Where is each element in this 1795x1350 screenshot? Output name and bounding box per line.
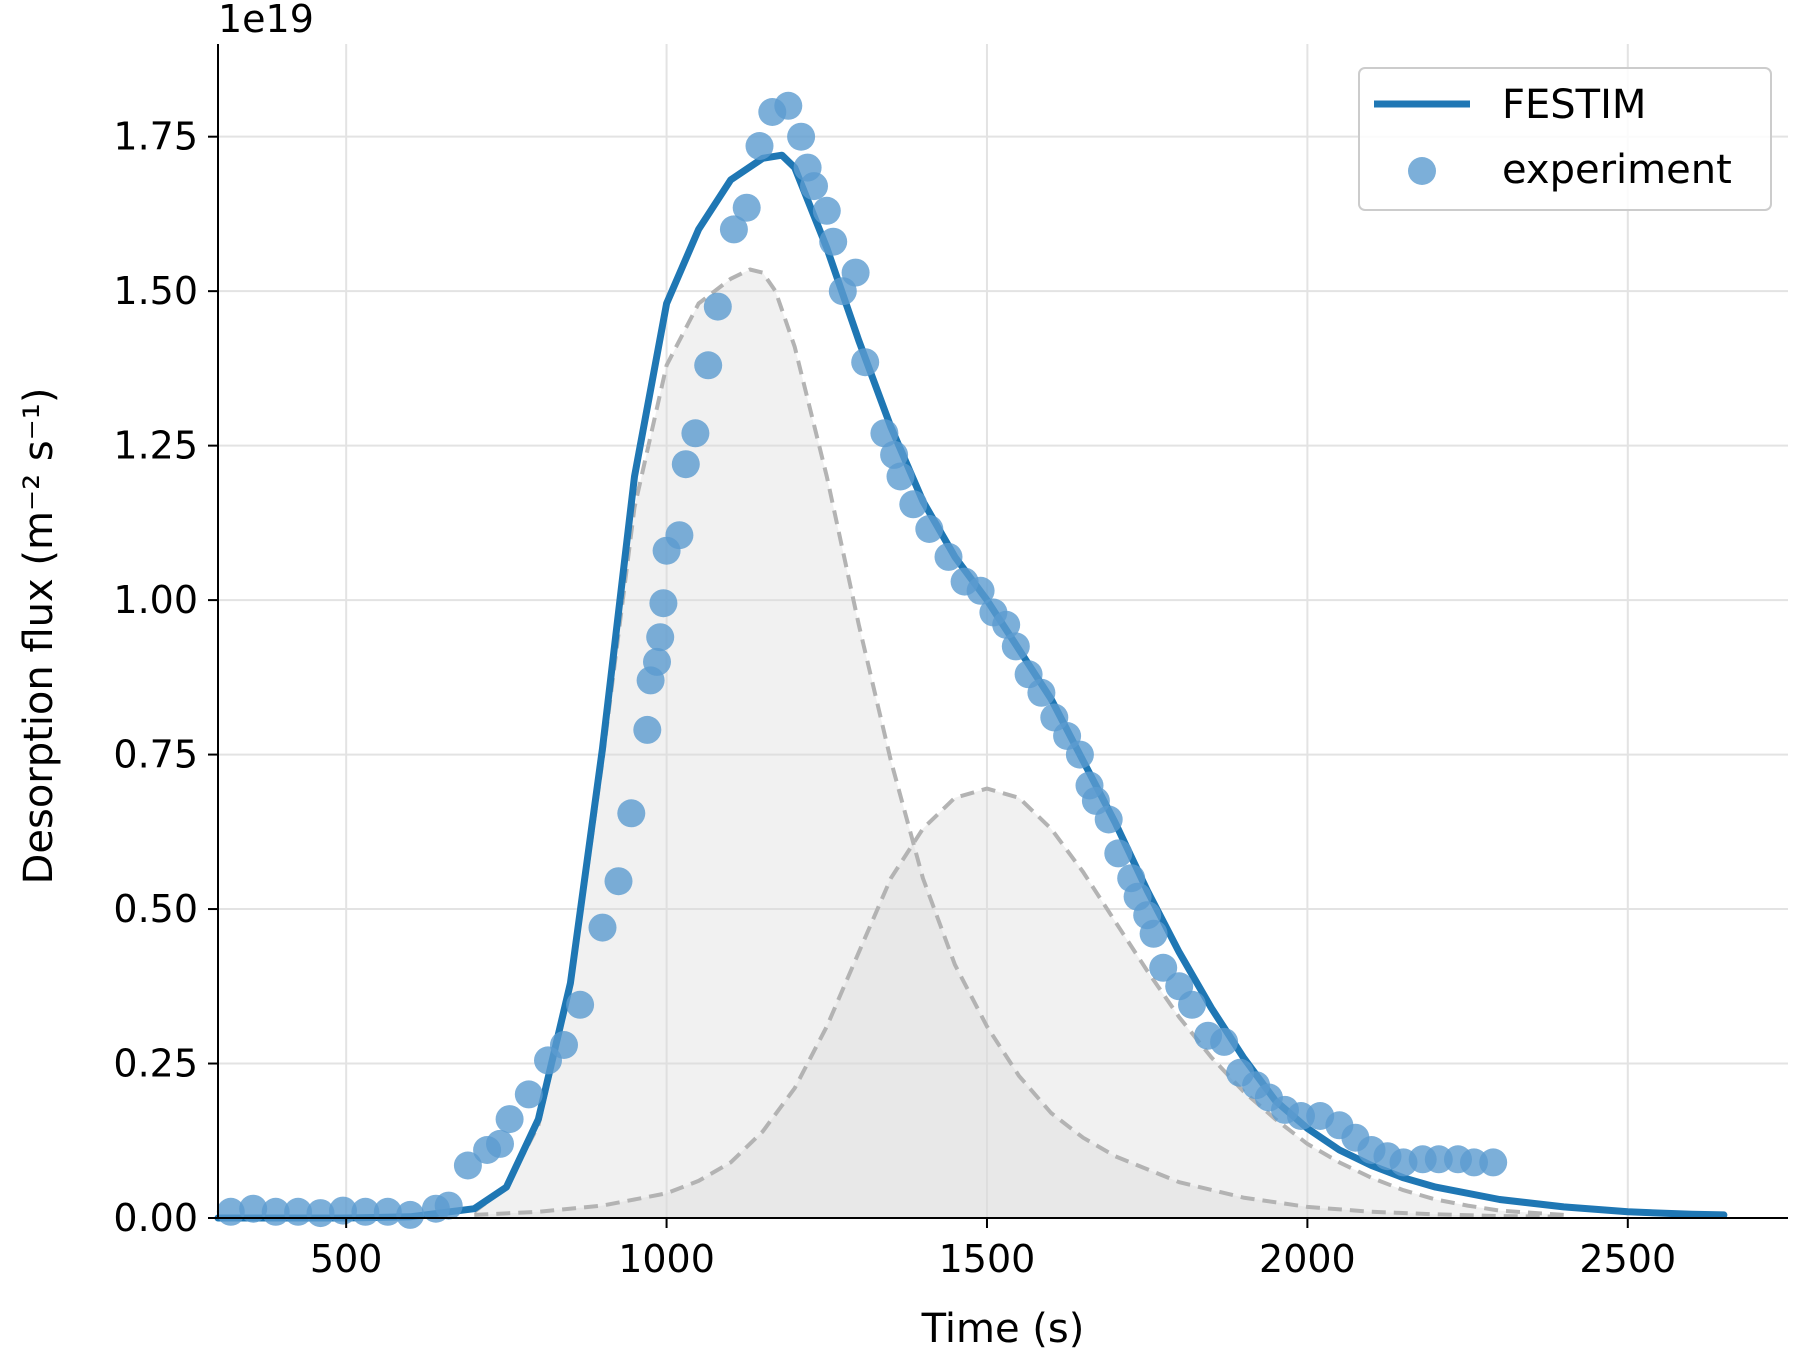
experiment-point (643, 647, 671, 676)
component-peak-fill (474, 788, 1564, 1218)
experiment-point (434, 1191, 463, 1220)
y-axis-offset-label: 1e19 (218, 0, 314, 41)
experiment-point (495, 1105, 524, 1134)
experiment-point (1479, 1148, 1508, 1177)
experiment-point (617, 799, 646, 828)
experiment-point (886, 462, 915, 491)
component-peak-line (474, 786, 1564, 1217)
x-tick-label: 1500 (939, 1237, 1036, 1281)
experiment-point (841, 258, 870, 287)
experiment-point (966, 576, 995, 605)
experiment-point (719, 215, 748, 244)
legend-experiment-marker (1408, 157, 1436, 185)
y-tick-label: 0.75 (113, 733, 198, 777)
experiment-point (992, 610, 1021, 639)
experiment-point (306, 1199, 335, 1228)
y-tick-label: 1.50 (113, 269, 198, 313)
experiment-series (216, 91, 1508, 1229)
y-tick-label: 1.25 (113, 424, 198, 468)
experiment-point (1149, 953, 1178, 982)
experiment-point (514, 1080, 543, 1109)
x-tick-label: 2000 (1259, 1237, 1356, 1281)
experiment-point (1094, 805, 1123, 834)
experiment-point (812, 196, 841, 225)
y-tick-label: 0.25 (113, 1042, 198, 1086)
experiment-point (694, 351, 723, 380)
experiment-point (588, 913, 617, 942)
x-tick-label: 500 (310, 1237, 383, 1281)
y-tick-label: 0.00 (113, 1196, 198, 1240)
experiment-point (915, 515, 944, 543)
experiment-point (745, 132, 774, 160)
axes (217, 44, 1788, 1219)
experiment-point (870, 419, 899, 448)
experiment-point (1027, 678, 1056, 707)
experiment-point (899, 490, 928, 519)
experiment-point (703, 292, 732, 321)
y-axis-title: Desorption flux (m⁻² s⁻¹) (16, 388, 62, 885)
experiment-point (732, 193, 761, 222)
experiment-point (880, 440, 909, 469)
experiment-point (819, 227, 848, 256)
experiment-point (1460, 1148, 1488, 1177)
experiment-point (633, 715, 662, 744)
experiment-point (800, 172, 828, 201)
y-tick-label: 0.50 (113, 887, 198, 931)
experiment-point (1178, 990, 1206, 1019)
experiment-point (681, 419, 710, 448)
experiment-point (934, 542, 963, 571)
experiment-point (1001, 632, 1030, 661)
experiment-point (453, 1151, 482, 1180)
experiment-point (239, 1194, 268, 1223)
experiment-point (1104, 839, 1133, 868)
x-tick-label: 1000 (618, 1237, 715, 1281)
experiment-point (604, 867, 633, 896)
experiment-point (774, 91, 803, 120)
experiment-point (671, 450, 700, 479)
experiment-point (787, 122, 816, 151)
experiment-point (1065, 740, 1094, 769)
experiment-point (486, 1129, 514, 1158)
experiment-point (1139, 919, 1168, 948)
experiment-point (566, 990, 595, 1019)
y-tick-label: 1.00 (113, 578, 198, 622)
x-tick-label: 2500 (1579, 1237, 1676, 1281)
experiment-point (1287, 1102, 1315, 1130)
legend-experiment-label: experiment (1502, 147, 1732, 193)
experiment-point (646, 623, 675, 652)
x-axis-title: Time (s) (921, 1306, 1085, 1350)
experiment-point (665, 521, 694, 550)
legend-festim-label: FESTIM (1502, 82, 1646, 128)
ticks: 500 1000 1500 2000 2500 0.00 0.25 0.50 0.75 1.00 1… (113, 115, 1676, 1281)
component-peak-fill (474, 269, 1564, 1218)
legend: FESTIM experiment (1358, 67, 1772, 211)
experiment-point (1424, 1145, 1453, 1174)
experiment-point (396, 1200, 425, 1229)
experiment-point (649, 589, 678, 618)
experiment-point (550, 1031, 578, 1059)
experiment-point (851, 348, 880, 377)
experiment-point (1210, 1027, 1239, 1056)
y-tick-label: 1.75 (113, 115, 198, 159)
